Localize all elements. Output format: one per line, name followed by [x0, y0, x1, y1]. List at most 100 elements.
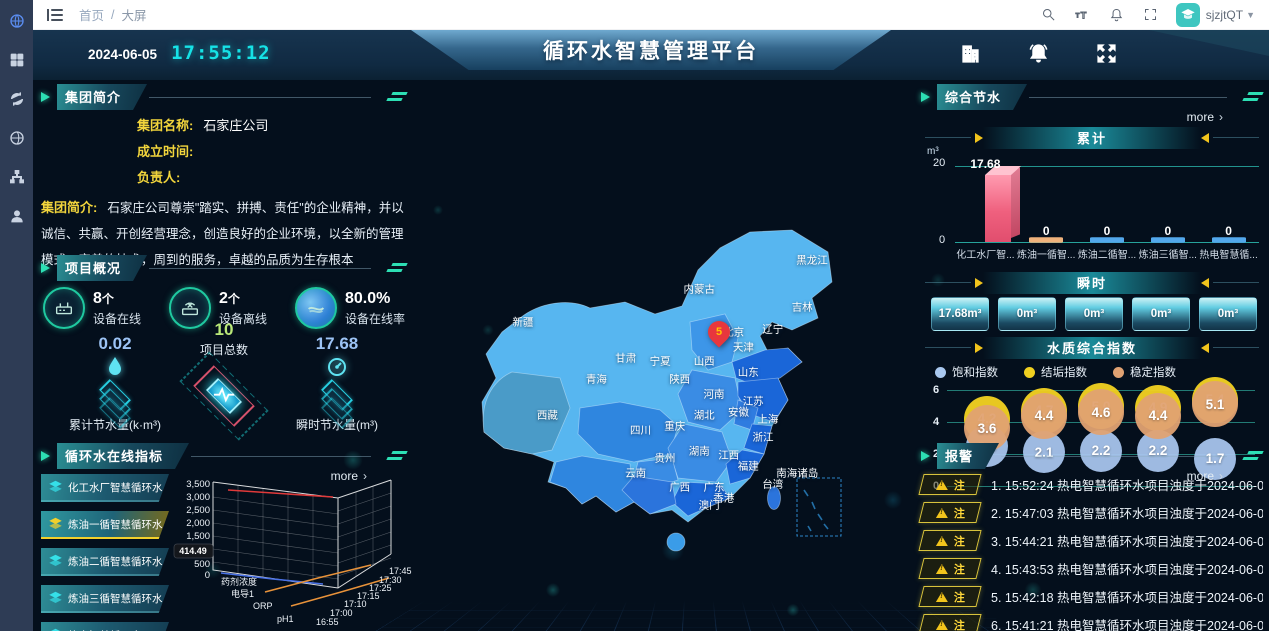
svg-text:药剂浓度: 药剂浓度 — [221, 576, 257, 587]
title-arrow-icon — [41, 263, 50, 273]
overview-stats: 8个 设备在线 2个 设备离线 80.0% 设备在线率 — [41, 287, 407, 329]
stat-text: 80.0% 设备在线率 — [345, 290, 405, 327]
alarm-row[interactable]: 注 1. 15:52:24 热电智慧循环水项目浊度于2024-06-05 15:5… — [918, 474, 1263, 495]
warning-triangle-icon — [935, 591, 948, 602]
bar-slot: 0 — [1137, 148, 1198, 243]
stat-text: 2个 设备离线 — [219, 290, 267, 327]
quality-bubble[interactable]: 1.7 — [1193, 437, 1236, 480]
section-header-cumulative: 累计 — [925, 126, 1259, 149]
metric-button[interactable]: 炼油三循智慧循环水 — [41, 585, 169, 613]
alarm-row[interactable]: 注 6. 15:41:21 热电智慧循环水项目浊度于2024-06-05 15:4… — [918, 614, 1263, 631]
title-dash-decoration — [1233, 451, 1264, 461]
instant-value-box: 0m³ — [998, 297, 1056, 331]
alarm-bell-icon[interactable] — [1025, 40, 1051, 66]
bar-category-label: 热电智慧循... — [1199, 250, 1258, 261]
bell-icon[interactable] — [1108, 6, 1126, 24]
bar-zero-chip[interactable] — [1211, 237, 1246, 243]
alarm-text: 1. 15:52:24 热电智慧循环水项目浊度于2024-06-05 15:52… — [991, 479, 1263, 493]
sidebar-item-user[interactable] — [8, 207, 25, 224]
instant-value-box: 17.68m³ — [931, 297, 989, 331]
metric-button[interactable]: 炼油二循智慧循环水 — [41, 548, 169, 576]
bar-zero-chip[interactable] — [1029, 237, 1064, 243]
alarm-row[interactable]: 注 3. 15:44:21 热电智慧循环水项目浊度于2024-06-05 15:4… — [918, 530, 1263, 551]
header-actions — [957, 40, 1119, 66]
more-link[interactable]: more › — [1186, 110, 1223, 124]
legend-label: 稳定指数 — [1130, 367, 1176, 379]
svg-text:3,500: 3,500 — [186, 479, 210, 490]
collapse-menu-icon[interactable] — [47, 8, 63, 21]
field-label: 集团名称: — [137, 118, 194, 133]
panel-title-bar: 报警 — [921, 446, 1264, 466]
cumulative-bar-chart: m³ 20 0 17.68 0 0 0 0 化工水厂智... 炼油一循智... 炼油二循智.… — [921, 146, 1263, 268]
svg-text:16:55: 16:55 — [316, 617, 339, 627]
isometric-platform-graphic — [154, 351, 294, 441]
province-label: 香港 — [713, 492, 735, 505]
stat-label: 设备在线率 — [344, 311, 405, 326]
group-info-field: 成立时间: — [137, 143, 407, 160]
meter-instant: 17.68 瞬时节水量(m³) — [277, 334, 397, 433]
quality-ytick: 6 — [933, 384, 940, 396]
y-axis-unit: m³ — [927, 146, 939, 157]
legend-item[interactable]: 稳定指数 — [1113, 364, 1176, 380]
quality-bubble[interactable]: 2.2 — [1080, 429, 1122, 472]
user-caret-icon[interactable]: ▼ — [1246, 9, 1255, 20]
alarm-row[interactable]: 注 5. 15:42:18 热电智慧循环水项目浊度于2024-06-05 15:4… — [918, 586, 1263, 607]
legend-dot — [935, 366, 946, 378]
sidebar-item-globe[interactable] — [8, 12, 25, 29]
bar-zero-chip[interactable] — [1089, 237, 1124, 243]
province-label: 辽宁 — [762, 323, 784, 336]
metric-button-label: 炼油二循智慧循环水 — [68, 555, 163, 568]
instant-value-box: 0m³ — [1199, 297, 1257, 331]
province-label: 南海诸岛 — [776, 467, 819, 480]
warning-triangle-icon — [935, 563, 948, 574]
sidebar-item-sitemap[interactable] — [8, 168, 25, 185]
legend-item[interactable]: 结垢指数 — [1024, 364, 1087, 380]
svg-text:414.49: 414.49 — [179, 546, 207, 556]
section-label: 水质综合指数 — [983, 336, 1201, 359]
sidebar-item-globe-alt[interactable] — [8, 129, 25, 146]
search-icon[interactable] — [1040, 6, 1058, 24]
metric-button[interactable]: 化工水厂智慧循环水 — [41, 474, 169, 502]
sidebar-item-dashboard[interactable] — [8, 51, 25, 68]
username[interactable]: sjzjtQT — [1205, 7, 1244, 22]
bar-category-labels: 化工水厂智... 炼油一循智... 炼油二循智... 炼油三循智... 热电智慧循... — [955, 246, 1259, 261]
building-icon[interactable] — [957, 40, 983, 66]
legend-item[interactable]: 饱和指数 — [935, 364, 998, 380]
group-info-field: 集团名称: 石家庄公司 — [137, 117, 407, 134]
legend-label: 结垢指数 — [1041, 367, 1087, 379]
panel-project-overview: 项目概况 8个 设备在线 2个 设备离线 80.0% 设备在线率 10 项目总数 0.02… — [41, 258, 408, 444]
quality-bubble[interactable]: 5.1 — [1191, 381, 1238, 428]
dashboard: 2024-06-05 17:55:12 循环水智慧管理平台 集团简介 集团名称:… — [33, 30, 1269, 631]
metric-button[interactable]: 热电智慧循环水 — [41, 622, 169, 631]
fullscreen-icon[interactable] — [1142, 6, 1160, 24]
quality-bubble[interactable]: 4.6 — [1078, 389, 1124, 436]
avatar[interactable] — [1175, 2, 1200, 27]
expand-fullscreen-icon[interactable] — [1093, 40, 1119, 66]
breadcrumb-home[interactable]: 首页 — [79, 9, 105, 23]
quality-bubble[interactable]: 4.4 — [1021, 392, 1068, 439]
alarm-row[interactable]: 注 2. 15:47:03 热电智慧循环水项目浊度于2024-06-05 15:4… — [918, 502, 1263, 523]
section-header-quality: 水质综合指数 — [925, 336, 1259, 359]
alarm-badge: 注 — [918, 586, 982, 607]
quality-bubble[interactable]: 4.4 — [1134, 392, 1181, 439]
sidebar-item-sync[interactable] — [8, 90, 25, 107]
alarm-badge: 注 — [918, 530, 982, 551]
bar-zero-chip[interactable] — [1150, 237, 1185, 243]
more-link[interactable]: more › — [330, 469, 367, 483]
alarm-text: 4. 15:43:53 热电智慧循环水项目浊度于2024-06-05 15:43… — [991, 563, 1263, 577]
more-link[interactable]: more › — [1186, 469, 1223, 483]
project-total-label: 项目总数 — [199, 343, 248, 357]
province-label: 宁夏 — [649, 355, 671, 368]
warning-triangle-icon — [935, 507, 948, 518]
province-label: 云南 — [625, 467, 647, 480]
alarm-row[interactable]: 注 4. 15:43:53 热电智慧循环水项目浊度于2024-06-05 15:4… — [918, 558, 1263, 579]
bar-value-label: 0 — [1164, 224, 1172, 238]
alarm-badge-label: 注 — [953, 535, 965, 548]
metric-buttons: 化工水厂智慧循环水炼油一循智慧循环水炼油二循智慧循环水炼油三循智慧循环水热电智慧… — [41, 474, 169, 631]
clock-label: 17:55:12 — [171, 42, 271, 64]
layers-icon — [49, 554, 62, 566]
province-label: 山西 — [693, 355, 715, 368]
metric-button[interactable]: 炼油一循智慧循环水 — [41, 511, 169, 539]
